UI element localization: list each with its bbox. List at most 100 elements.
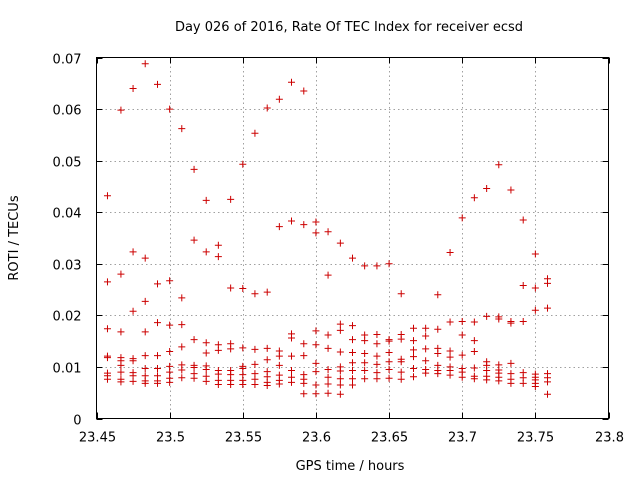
data-point [227,345,235,353]
data-point [312,390,320,398]
data-point [312,359,320,367]
data-point [543,279,551,287]
data-point [117,106,125,114]
data-point [385,366,393,374]
data-point [239,344,247,352]
data-point [410,346,418,354]
data-point [373,369,381,377]
axis-ticks [96,57,610,420]
data-point [483,376,491,384]
data-point [178,366,186,374]
data-point [422,324,430,332]
data-point [434,325,442,333]
data-point [178,343,186,351]
data-point [141,352,149,360]
data-point [300,390,308,398]
data-point [190,363,198,371]
data-point [410,337,418,345]
data-point [324,331,332,339]
data-point [239,380,247,388]
data-point [324,380,332,388]
data-point [385,348,393,356]
data-point [103,325,111,333]
data-point [446,347,454,355]
data-point [507,379,515,387]
data-point [458,331,466,339]
data-point [531,250,539,258]
data-point [410,373,418,381]
data-point [361,262,369,270]
data-point [495,161,503,169]
data-point [495,315,503,323]
data-point [141,297,149,305]
data-point [458,373,466,381]
data-point [239,364,247,372]
data-point [103,375,111,383]
y-tick-labels: 0 0.01 0.02 0.03 0.04 0.05 0.06 0.07 [53,53,82,429]
data-point [397,290,405,298]
data-point [483,312,491,320]
data-point [202,196,210,204]
data-point [312,218,320,226]
data-point [543,378,551,386]
data-points [103,60,551,398]
data-point [397,358,405,366]
data-point [446,371,454,379]
data-point [227,380,235,388]
data-point [397,335,405,343]
data-point [373,330,381,338]
data-point [361,359,369,367]
data-point [154,364,162,372]
data-point [103,278,111,286]
data-point [154,319,162,327]
data-point [141,379,149,387]
data-point [239,285,247,293]
data-point [373,340,381,348]
data-point [166,277,174,285]
y-tick-label: 0.03 [53,259,82,274]
data-point [275,95,283,103]
x-tick-label: 23.45 [79,431,116,446]
data-point [263,288,271,296]
data-point [531,284,539,292]
data-point [300,221,308,229]
data-point [324,271,332,279]
chart-title: Day 026 of 2016, Rate Of TEC Index for r… [175,20,523,35]
data-point [361,350,369,358]
data-point [129,307,137,315]
data-point [129,377,137,385]
data-point [275,352,283,360]
data-point [446,353,454,361]
data-point [287,352,295,360]
data-point [324,389,332,397]
plot-frame [96,57,609,419]
data-point [336,375,344,383]
data-point [422,357,430,365]
y-tick-label: 0.02 [53,310,82,325]
data-point [129,357,137,365]
x-tick-label: 23.6 [302,431,331,446]
data-point [519,281,527,289]
data-point [275,380,283,388]
data-point [543,390,551,398]
data-point [458,318,466,326]
y-tick-label: 0.05 [53,156,82,171]
data-point [287,367,295,375]
data-point [287,78,295,86]
data-point [519,318,527,326]
data-point [336,381,344,389]
data-point [543,304,551,312]
data-point [287,217,295,225]
data-point [385,260,393,268]
data-point [202,349,210,357]
data-point [263,356,271,364]
data-point [361,375,369,383]
data-point [166,347,174,355]
data-point [410,324,418,332]
data-point [190,236,198,244]
data-point [117,378,125,386]
x-tick-label: 23.7 [448,431,477,446]
data-point [336,239,344,247]
data-point [422,345,430,353]
